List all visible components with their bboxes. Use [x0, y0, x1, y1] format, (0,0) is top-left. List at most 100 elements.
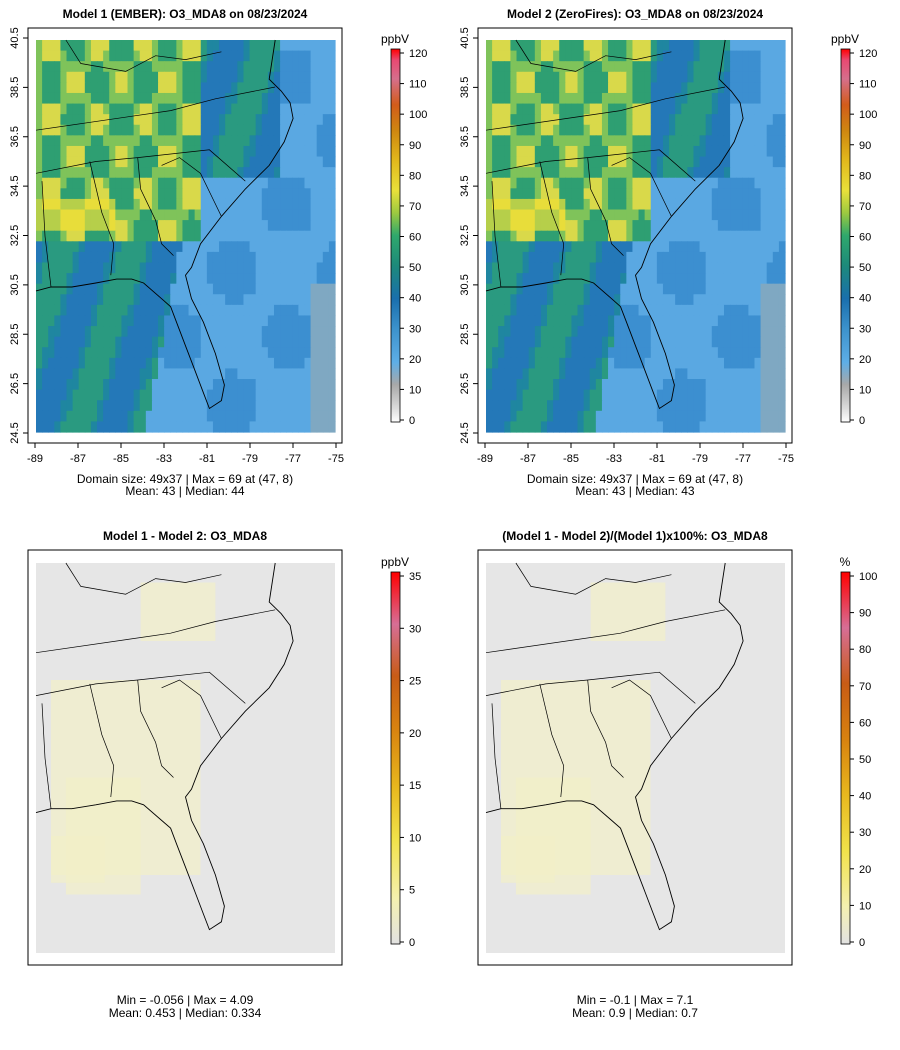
panel-title: (Model 1 - Model 2)/(Model 1)x100%: O3_M… — [502, 529, 768, 543]
colorbar-tick-label: 90 — [859, 140, 871, 152]
colorbar-tick-label: 25 — [409, 676, 421, 688]
state-border — [587, 679, 624, 778]
data-grid — [486, 40, 786, 433]
y-axis: 24.5 26.5 28.5 30.5 32.5 34.5 36.5 38.5 40.5 — [459, 27, 478, 444]
panel-2: Model 2 (ZeroFires): O3_MDA8 on 08/23/20… — [459, 7, 877, 498]
y-tick-label: 24.5 — [9, 422, 21, 443]
state-border — [89, 683, 115, 798]
colorbar-unit: ppbV — [381, 32, 409, 46]
x-tick-label: -85 — [113, 453, 129, 465]
state-border — [137, 157, 174, 256]
colorbar-tick-label: 10 — [859, 900, 871, 912]
panel-title: Model 2 (ZeroFires): O3_MDA8 on 08/23/20… — [507, 7, 763, 21]
colorbar-tick-label: 50 — [859, 262, 871, 274]
colorbar-tick-label: 90 — [859, 608, 871, 620]
colorbar-tick-label: 100 — [409, 109, 427, 121]
colorbar-tick-label: 30 — [409, 623, 421, 635]
y-tick-label: 30.5 — [9, 274, 21, 295]
y-tick-label: 34.5 — [9, 175, 21, 196]
stats-line-1: Domain size: 49x37 | Max = 69 at (47, 8) — [77, 472, 293, 486]
colorbar-tick-label: 110 — [409, 79, 427, 91]
difference-patch — [500, 836, 555, 883]
colorbar-tick-label: 90 — [409, 140, 421, 152]
colorbar-tick-label: 60 — [859, 717, 871, 729]
colorbar-tick-label: 20 — [409, 354, 421, 366]
colorbar-tick-label: 30 — [409, 323, 421, 335]
colorbar-tick-label: 10 — [409, 832, 421, 844]
y-tick-label: 36.5 — [9, 126, 21, 147]
colorbar-tick-label: 120 — [859, 48, 877, 60]
panel-3: Model 1 - Model 2: O3_MDA8 ppbV 0 5 10 15 20 25… — [27, 529, 421, 1020]
coastline — [485, 562, 744, 931]
colorbar-tick-label: 100 — [859, 109, 877, 121]
state-border — [539, 161, 565, 276]
stats-line-1: Domain size: 49x37 | Max = 69 at (47, 8) — [527, 472, 743, 486]
stats-line-1: Min = -0.056 | Max = 4.09 — [117, 993, 254, 1007]
x-tick-label: -83 — [606, 453, 622, 465]
x-tick-label: -75 — [328, 453, 344, 465]
colorbar-tick-label: 80 — [859, 170, 871, 182]
colorbar-tick-label: 60 — [409, 232, 421, 244]
stats-line-2: Mean: 43 | Median: 43 — [575, 484, 695, 498]
x-tick-label: -81 — [199, 453, 215, 465]
colorbar-ticks: 0 10 20 30 40 50 60 70 80 90 100 110 120 — [850, 48, 877, 427]
panel-title: Model 1 (EMBER): O3_MDA8 on 08/23/2024 — [63, 7, 308, 21]
state-border — [611, 157, 672, 217]
y-tick-label: 28.5 — [9, 324, 21, 345]
state-border — [89, 161, 115, 276]
coastline — [35, 39, 294, 410]
colorbar-tick-label: 20 — [409, 728, 421, 740]
colorbar-tick-label: 100 — [859, 571, 877, 583]
colorbar-tick-label: 0 — [859, 415, 865, 427]
colorbar-tick-label: 30 — [859, 323, 871, 335]
x-axis: -89 -87 -85 -83 -81 -79 -77 -75 — [477, 443, 794, 465]
state-border — [65, 39, 222, 72]
colorbar-tick-label: 80 — [859, 644, 871, 656]
y-tick-label: 26.5 — [459, 373, 471, 394]
state-border — [491, 703, 502, 809]
plot-frame — [27, 549, 343, 966]
panel-4: (Model 1 - Model 2)/(Model 1)x100%: O3_M… — [477, 529, 877, 1020]
y-tick-label: 36.5 — [459, 126, 471, 147]
colorbar-ticks: 0 5 10 15 20 25 30 35 — [400, 571, 421, 949]
y-tick-label: 32.5 — [459, 225, 471, 246]
colorbar-tick-label: 50 — [409, 262, 421, 274]
difference-patch — [590, 582, 666, 641]
colorbar-tick-label: 110 — [859, 79, 877, 91]
colorbar-tick-label: 60 — [859, 232, 871, 244]
colorbar-tick-label: 20 — [859, 354, 871, 366]
colorbar — [840, 571, 851, 945]
y-tick-label: 32.5 — [9, 225, 21, 246]
x-axis: -89 -87 -85 -83 -81 -79 -77 -75 — [27, 443, 344, 465]
colorbar-tick-label: 5 — [409, 885, 415, 897]
state-border — [41, 181, 52, 288]
x-tick-label: -77 — [735, 453, 751, 465]
state-border — [65, 562, 222, 595]
plot-frame — [477, 549, 793, 966]
state-border — [35, 86, 276, 131]
data-grid — [36, 40, 336, 433]
y-tick-label: 30.5 — [459, 274, 471, 295]
state-border — [161, 157, 222, 217]
colorbar-tick-label: 120 — [409, 48, 427, 60]
colorbar — [840, 48, 851, 423]
y-tick-label: 28.5 — [459, 324, 471, 345]
y-tick-label: 34.5 — [459, 175, 471, 196]
state-border — [515, 562, 672, 595]
colorbar — [390, 48, 401, 423]
x-tick-label: -79 — [242, 453, 258, 465]
difference-patch — [50, 836, 105, 883]
data-grid — [486, 563, 785, 953]
colorbar-ticks: 0 10 20 30 40 50 60 70 80 90 100 110 120 — [400, 48, 427, 427]
colorbar-tick-label: 50 — [859, 754, 871, 766]
colorbar-tick-label: 10 — [859, 384, 871, 396]
state-border — [485, 86, 726, 131]
x-tick-label: -89 — [27, 453, 43, 465]
coastline — [485, 39, 744, 410]
stats-line-2: Mean: 43 | Median: 44 — [125, 484, 245, 498]
colorbar-tick-label: 0 — [859, 937, 865, 949]
state-border — [35, 609, 276, 654]
stats-line-2: Mean: 0.9 | Median: 0.7 — [572, 1006, 698, 1020]
colorbar-tick-label: 15 — [409, 780, 421, 792]
state-border — [491, 181, 502, 288]
